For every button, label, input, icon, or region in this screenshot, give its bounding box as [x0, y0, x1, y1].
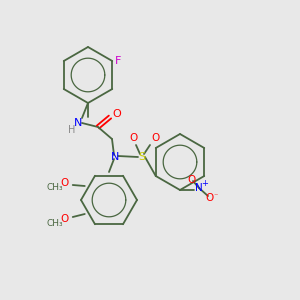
Text: H: H — [68, 125, 76, 135]
Text: CH₃: CH₃ — [46, 184, 63, 193]
Text: +: + — [202, 179, 208, 188]
Text: O: O — [151, 133, 159, 143]
Text: O: O — [61, 214, 69, 224]
Text: O: O — [188, 175, 196, 185]
Text: N: N — [111, 152, 119, 162]
Text: O: O — [206, 193, 214, 203]
Text: CH₃: CH₃ — [46, 220, 63, 229]
Text: O: O — [61, 178, 69, 188]
Text: S: S — [138, 152, 146, 162]
Text: O: O — [112, 109, 122, 119]
Text: N: N — [195, 183, 203, 193]
Text: ⁻: ⁻ — [214, 191, 218, 200]
Text: O: O — [129, 133, 137, 143]
Text: F: F — [115, 56, 122, 66]
Text: N: N — [74, 118, 82, 128]
